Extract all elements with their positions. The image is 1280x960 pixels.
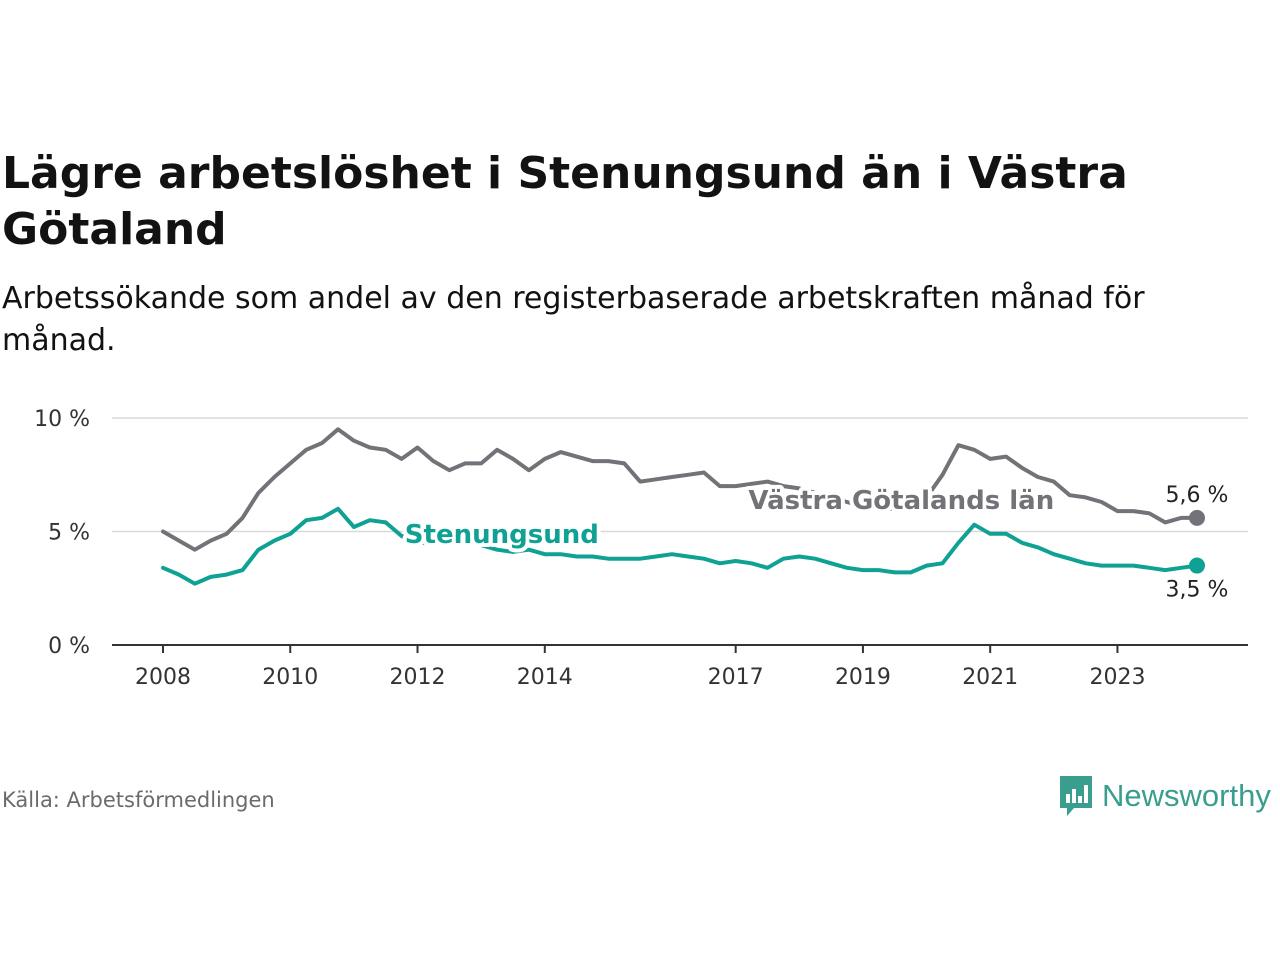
end-point-vgl (1189, 509, 1205, 526)
x-axis: 2008 2010 2012 2014 2017 2019 2021 2023 (112, 644, 1248, 690)
y-tick-label: 0 % (48, 634, 90, 659)
x-tick-label: 2019 (835, 665, 891, 690)
chart-title: Lägre arbetslöshet i Stenungsund än i Vä… (2, 148, 1128, 255)
x-tick-label: 2012 (390, 665, 446, 690)
end-point-sten (1189, 557, 1205, 574)
chart-subtitle: Arbetssökande som andel av den registerb… (2, 281, 1145, 358)
series-label-sten: Stenungsund (405, 520, 599, 550)
brand-name: Newsworthy (1102, 778, 1271, 813)
end-value-label-vgl: 5,6 % (1166, 483, 1229, 508)
x-tick-label: 2017 (708, 665, 764, 690)
x-tick-label: 2014 (517, 665, 573, 690)
x-tick-label: 2010 (262, 665, 318, 690)
series-labels: 5,6 % 3,5 % Västra Götalands län Stenungsun… (401, 482, 1229, 603)
x-tick-label: 2021 (962, 665, 1018, 690)
series-lines (161, 427, 1205, 586)
x-tick-label: 2008 (135, 665, 191, 690)
brand-logo: Newsworthy (1058, 772, 1271, 820)
y-axis-ticks: 0 % 5 % 10 % (34, 407, 90, 659)
series-line-sten (161, 506, 1199, 586)
series-label-vgl: Västra Götalands län (748, 486, 1054, 516)
x-tick-label: 2023 (1089, 665, 1145, 690)
y-tick-label: 5 % (48, 521, 90, 546)
line-chart: 0 %5 %10 % 2008 2010 2012 2014 2017 2019 2021 2… (34, 407, 1248, 690)
y-tick-label: 10 % (34, 407, 90, 432)
end-value-label-sten: 3,5 % (1166, 578, 1229, 603)
series-line-vgl (161, 427, 1199, 552)
source-note: Källa: Arbetsförmedlingen (2, 788, 275, 812)
newsworthy-logo-icon (1060, 776, 1092, 816)
grid-lines (112, 417, 1248, 533)
